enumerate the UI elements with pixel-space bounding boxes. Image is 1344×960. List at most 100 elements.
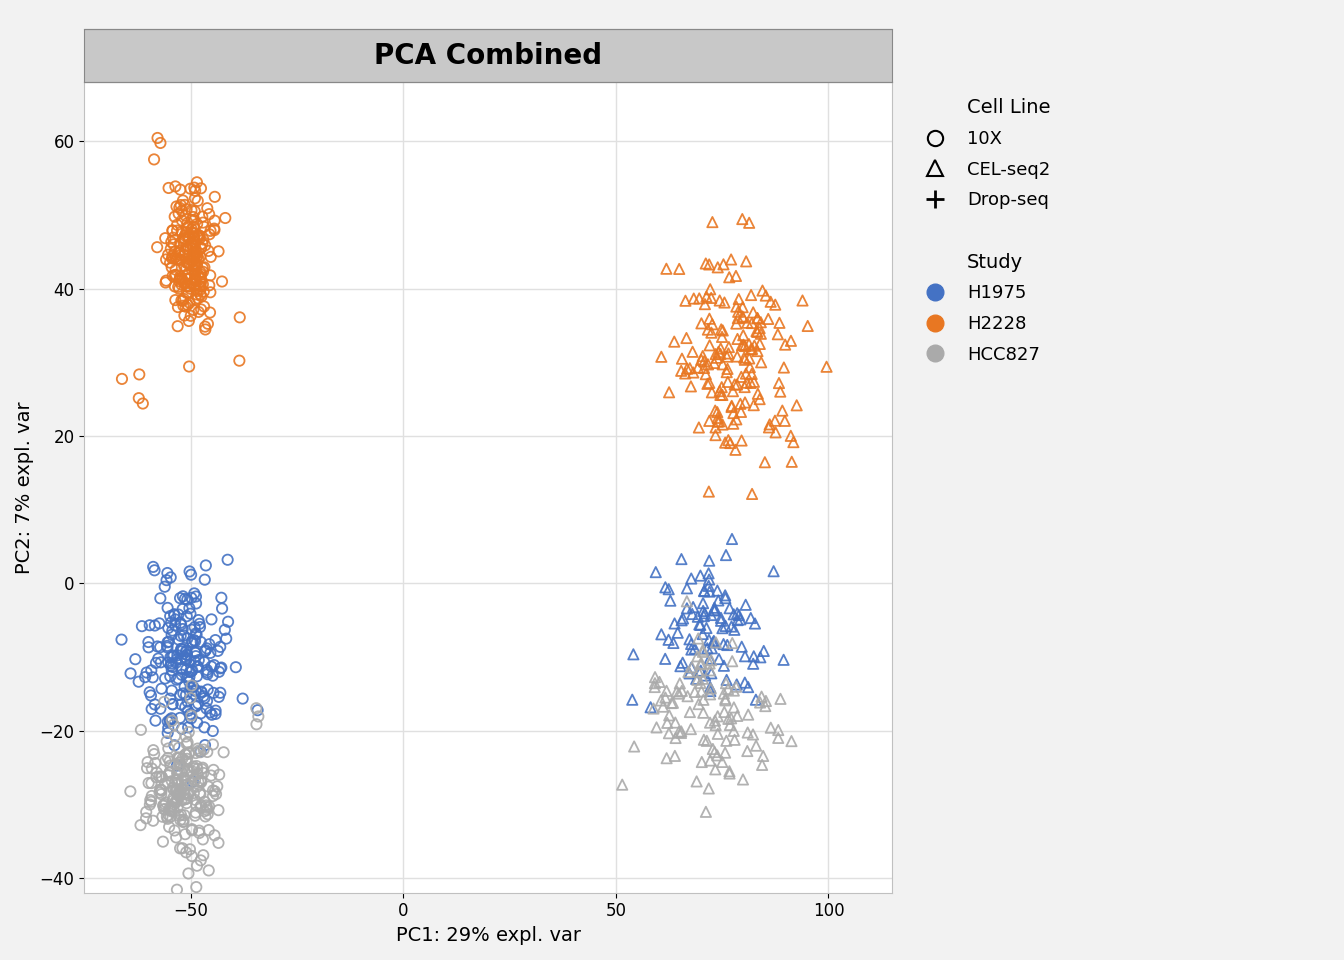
Point [180,710,202,726]
Point [156,273,177,288]
Point [204,223,226,238]
Point [754,608,775,623]
Point [144,563,165,578]
Point [187,715,208,731]
Point [798,760,820,776]
Point [194,572,215,588]
Point [156,809,177,825]
Point [190,265,211,280]
Point [175,754,196,769]
Point [160,255,181,271]
Point [173,291,195,306]
Point [871,563,892,578]
Point [731,642,753,658]
Point [192,260,214,276]
Point [176,220,198,235]
Point [761,778,782,793]
Point [698,357,719,372]
Point [191,240,212,255]
Point [727,612,749,628]
Point [168,243,190,258]
Point [716,637,738,653]
Point [706,717,727,732]
Point [810,557,832,572]
Point [202,668,223,684]
Point [750,650,771,665]
Point [190,745,211,760]
Point [770,691,792,707]
Point [203,221,224,236]
Point [167,217,188,232]
Point [204,213,226,228]
Point [187,659,208,674]
Point [204,633,226,648]
Point [771,403,793,419]
Point [712,620,734,636]
Point [184,792,206,807]
Point [177,266,199,281]
Point [671,351,692,367]
Point [689,657,711,672]
Point [169,750,191,765]
Point [694,732,715,748]
Point [190,278,211,294]
Point [185,804,207,820]
Point [175,299,196,314]
Point [177,313,199,328]
Point [157,565,179,581]
Point [192,831,214,847]
Point [181,253,203,269]
Point [728,292,750,307]
Point [659,708,680,723]
Point [173,248,195,263]
Point [180,203,202,218]
Point [138,617,160,633]
Point [656,715,677,731]
Point [712,256,734,272]
Point [151,782,172,798]
Point [784,694,805,709]
Point [703,603,724,618]
Point [719,766,741,781]
Point [169,687,191,703]
Point [195,642,216,658]
Point [210,685,231,701]
Point [149,135,171,151]
Point [659,726,680,741]
Point [208,835,230,851]
Point [179,295,200,310]
Point [184,183,206,199]
Point [718,711,739,727]
Point [715,547,737,563]
Point [734,379,755,395]
Point [781,604,802,619]
Point [792,779,813,794]
Point [157,640,179,656]
Point [183,262,204,277]
Point [177,255,199,271]
Point [800,557,821,572]
Point [176,202,198,217]
Point [840,402,862,418]
Point [169,248,191,263]
Point [164,278,185,294]
Point [160,609,181,624]
Point [691,316,712,331]
Point [190,744,211,759]
Point [202,723,223,738]
Point [187,267,208,282]
Point [177,215,199,230]
Point [667,684,688,699]
Point [767,536,789,551]
Point [247,703,269,718]
Point [183,774,204,789]
Point [844,407,866,422]
Point [163,782,184,798]
Point [802,368,824,383]
Point [808,432,829,447]
Point [804,724,825,739]
Point [179,669,200,684]
Point [817,432,839,447]
Point [745,612,766,627]
Point [177,734,199,750]
